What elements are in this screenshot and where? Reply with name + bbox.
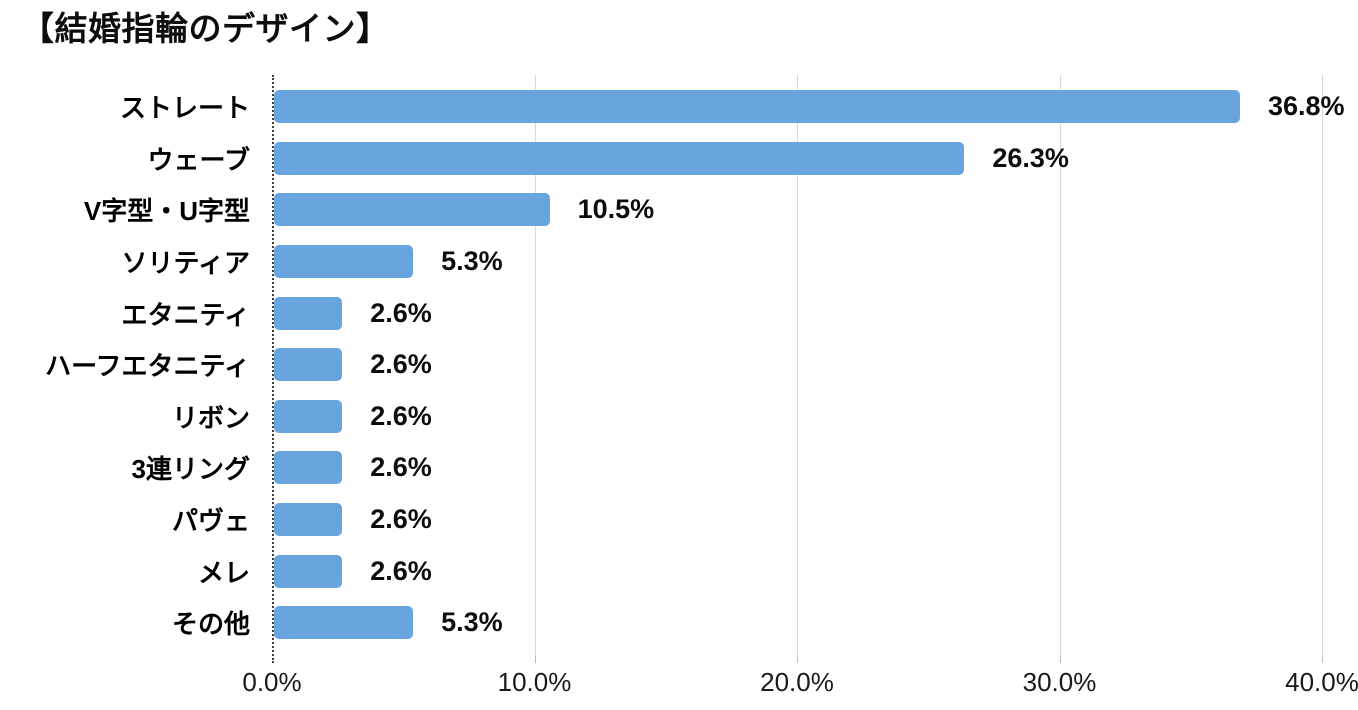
bar [274, 141, 965, 175]
value-label: 2.6% [370, 452, 432, 483]
bar-row: メレ 2.6% [0, 545, 1358, 597]
bar-row: 3連リング 2.6% [0, 442, 1358, 494]
x-axis-tick-label: 0.0% [242, 667, 302, 697]
gridline [797, 75, 798, 656]
axis-tick [1059, 656, 1061, 663]
x-axis-tick-label: 40.0% [1285, 667, 1358, 697]
bar [274, 245, 414, 279]
category-label: ハーフエタニティ [45, 351, 250, 382]
category-label: V字型・U字型 [83, 196, 250, 227]
value-label: 36.8% [1268, 91, 1345, 122]
gridline [534, 75, 536, 656]
x-axis-tick-label: 20.0% [760, 667, 834, 697]
bar [274, 193, 550, 227]
bar-row: パヴェ 2.6% [0, 494, 1358, 546]
bar [274, 399, 343, 433]
bar [274, 606, 414, 640]
value-label: 10.5% [577, 194, 655, 225]
bar-row: ハーフエタニティ 2.6% [0, 339, 1358, 391]
bar-row: エタニティ 2.6% [0, 287, 1358, 339]
axis-tick [797, 656, 798, 663]
value-label: 2.6% [370, 504, 432, 535]
bar [274, 90, 1240, 124]
category-label: メレ [197, 557, 250, 588]
bar [274, 451, 343, 485]
category-label: エタニティ [121, 299, 250, 330]
bar [274, 296, 343, 330]
category-label: リボン [171, 402, 250, 433]
axis-tick [1322, 656, 1323, 663]
bar [274, 348, 343, 382]
bar [274, 554, 343, 588]
bar-row: その他 5.3% [0, 597, 1358, 649]
category-label: ストレート [119, 93, 250, 124]
bar-row: ストレート 36.8% [0, 81, 1358, 133]
value-label: 5.3% [441, 246, 503, 277]
gridline [1059, 75, 1061, 656]
value-label: 26.3% [992, 142, 1069, 173]
bar-row: ウェーブ 26.3% [0, 133, 1358, 185]
category-label: 3連リング [131, 454, 250, 485]
x-axis-tick-label: 30.0% [1022, 667, 1097, 697]
category-label: ソリティア [121, 248, 250, 279]
axis-tick [534, 656, 536, 663]
category-label: その他 [171, 609, 250, 640]
category-label: パヴェ [171, 506, 250, 537]
category-label: ウェーブ [147, 144, 250, 175]
value-label: 2.6% [370, 555, 432, 586]
chart-title: 【結婚指輪のデザイン】 [21, 10, 390, 47]
value-label: 2.6% [370, 297, 432, 328]
bar-row: V字型・U字型 10.5% [0, 184, 1358, 236]
value-label: 2.6% [370, 400, 432, 431]
bar [274, 503, 343, 537]
value-label: 2.6% [370, 349, 432, 380]
bar-row: ソリティア 5.3% [0, 236, 1358, 288]
y-axis-line [272, 75, 274, 663]
gridline [1322, 75, 1323, 656]
value-label: 5.3% [441, 607, 503, 638]
bar-row: リボン 2.6% [0, 391, 1358, 443]
x-axis-tick-label: 10.0% [497, 667, 572, 697]
